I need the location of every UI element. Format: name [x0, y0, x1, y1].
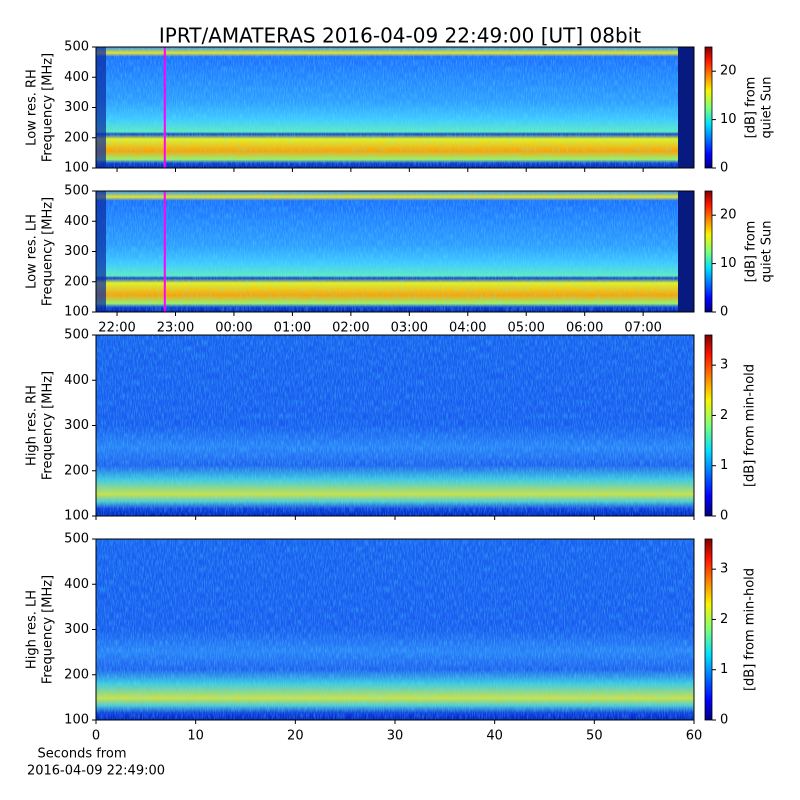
- x-tick-label: 30: [387, 729, 404, 744]
- x-tick-label: 00:00: [215, 321, 252, 336]
- y-axis-label: Frequency [MHz]: [41, 575, 56, 684]
- y-axis-label: High res. LH: [25, 590, 40, 669]
- colorbar-label: [dB] from min-hold: [743, 364, 758, 487]
- x-tick-label: 50: [586, 729, 603, 744]
- x-tick-label: 05:00: [507, 321, 544, 336]
- colorbar-tick-label: 0: [720, 305, 728, 320]
- x-tick-label: 20: [287, 729, 304, 744]
- colorbar-tick-label: 3: [720, 358, 728, 373]
- colorbar-tick-label: 20: [720, 64, 737, 79]
- y-tick-label: 100: [64, 509, 89, 524]
- colorbar-tick-label: 0: [720, 713, 728, 728]
- x-tick-label: 04:00: [449, 321, 486, 336]
- colorbar-tick-label: 0: [720, 509, 728, 524]
- x-tick-label: 60: [686, 729, 703, 744]
- colorbar-tick-label: 1: [720, 662, 728, 677]
- y-axis-label: Low res. RH: [25, 69, 40, 146]
- y-axis-label: Frequency [MHz]: [41, 53, 56, 162]
- y-tick-label: 300: [64, 622, 89, 637]
- colorbar-tick-label: 0: [720, 161, 728, 176]
- spectrogram-edge: [678, 47, 694, 168]
- x-tick-label: 07:00: [624, 321, 661, 336]
- colorbar-tick-label: 1: [720, 458, 728, 473]
- y-tick-label: 500: [64, 40, 89, 55]
- y-tick-label: 200: [64, 667, 89, 682]
- colorbar-label: quiet Sun: [760, 220, 775, 282]
- x-tick-label: 06:00: [566, 321, 603, 336]
- y-tick-label: 400: [64, 214, 89, 229]
- y-tick-label: 300: [64, 100, 89, 115]
- colorbar-tick-label: 20: [720, 208, 737, 223]
- x-tick-label: 40: [486, 729, 503, 744]
- x-tick-label: 02:00: [332, 321, 369, 336]
- y-tick-label: 400: [64, 70, 89, 85]
- colorbar: [704, 334, 713, 517]
- y-axis-label: Frequency [MHz]: [41, 197, 56, 306]
- y-axis-label: Low res. LH: [25, 214, 40, 289]
- colorbar-tick-label: 2: [720, 612, 728, 627]
- x-axis-label: Seconds from: [37, 747, 126, 762]
- x-tick-label: 10: [187, 729, 204, 744]
- colorbar-tick-label: 3: [720, 562, 728, 577]
- spectrogram-edge: [96, 191, 106, 312]
- x-tick-label: 23:00: [157, 321, 194, 336]
- y-tick-label: 400: [64, 373, 89, 388]
- spectrogram-texture: [96, 335, 694, 516]
- spectrogram-texture: [96, 191, 694, 312]
- y-tick-label: 100: [64, 161, 89, 176]
- spectrogram-edge: [96, 47, 106, 168]
- colorbar-tick-label: 10: [720, 256, 737, 271]
- spectrogram-texture: [96, 47, 694, 168]
- y-tick-label: 200: [64, 130, 89, 145]
- figure-title: IPRT/AMATERAS 2016-04-09 22:49:00 [UT] 0…: [159, 24, 641, 48]
- y-tick-label: 100: [64, 305, 89, 320]
- y-tick-label: 500: [64, 328, 89, 343]
- spectrogram-edge: [678, 191, 694, 312]
- colorbar: [704, 46, 713, 169]
- y-tick-label: 300: [64, 244, 89, 259]
- y-axis-label: Frequency [MHz]: [41, 371, 56, 480]
- y-axis-label: High res. RH: [25, 385, 40, 466]
- y-tick-label: 300: [64, 418, 89, 433]
- colorbar-label: quiet Sun: [760, 76, 775, 138]
- x-tick-label: 22:00: [98, 321, 135, 336]
- y-tick-label: 200: [64, 274, 89, 289]
- y-tick-label: 400: [64, 577, 89, 592]
- y-tick-label: 200: [64, 463, 89, 478]
- colorbar-label: [dB] from min-hold: [743, 568, 758, 691]
- spectrogram-texture: [96, 539, 694, 720]
- x-tick-label: 03:00: [391, 321, 428, 336]
- colorbar: [704, 538, 713, 721]
- colorbar-tick-label: 10: [720, 112, 737, 127]
- colorbar-tick-label: 2: [720, 408, 728, 423]
- y-tick-label: 500: [64, 184, 89, 199]
- colorbar-label: [dB] from: [744, 221, 759, 283]
- x-tick-label: 0: [92, 729, 100, 744]
- y-tick-label: 100: [64, 713, 89, 728]
- y-tick-label: 500: [64, 532, 89, 547]
- x-axis-label: 2016-04-09 22:49:00: [27, 764, 165, 779]
- colorbar: [704, 190, 713, 313]
- colorbar-label: [dB] from: [744, 77, 759, 139]
- x-tick-label: 01:00: [274, 321, 311, 336]
